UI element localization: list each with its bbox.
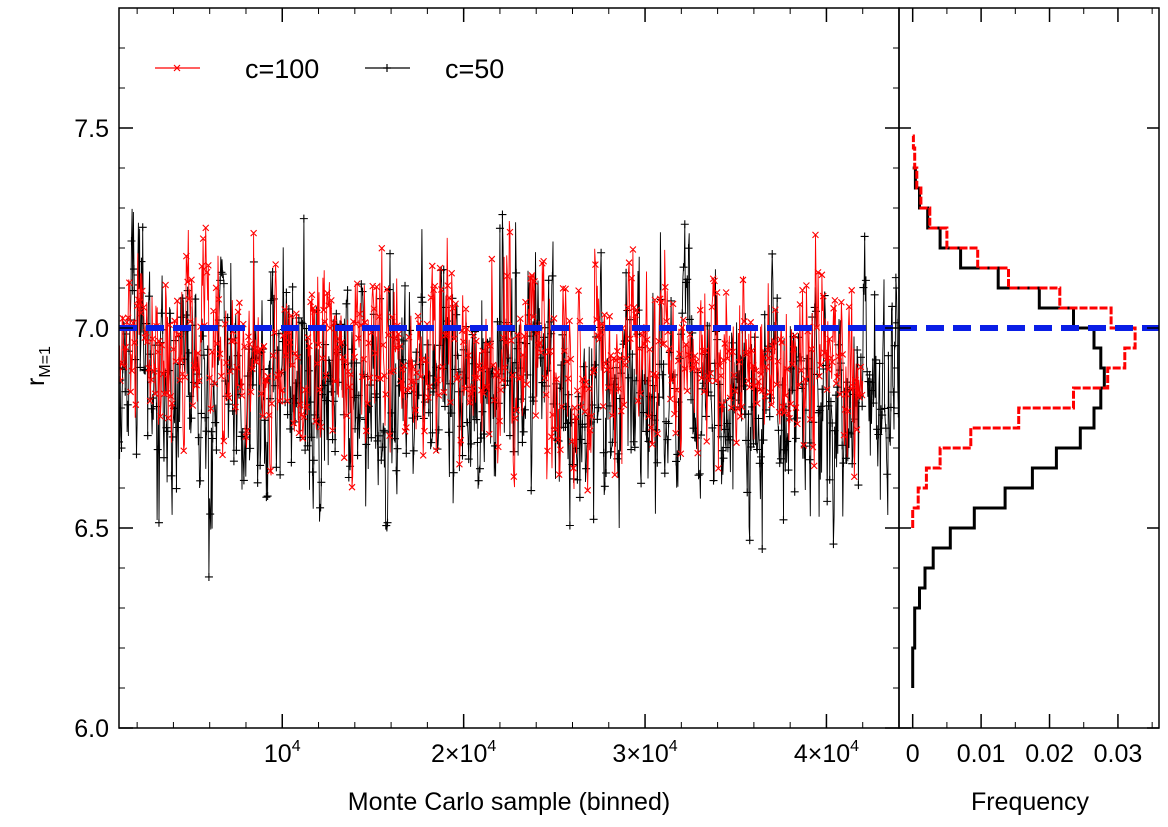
legend-label: c=100: [245, 54, 319, 84]
trace-line-c=100: [119, 220, 864, 491]
legend-label: c=50: [445, 54, 504, 84]
hist-x-axis-label: Frequency: [971, 788, 1090, 816]
x-tick-label: 2×104: [431, 738, 496, 768]
histogram-c=50: [911, 166, 1106, 688]
y-tick-label: 6.0: [74, 715, 109, 743]
y-tick-label: 7.0: [74, 315, 109, 343]
histogram-data: [911, 134, 1137, 688]
hist-x-tick-label: 0.02: [1025, 740, 1074, 768]
series-c=100: [119, 220, 866, 494]
legend-item-c=50: c=50: [365, 54, 504, 84]
legend: c=100 c=50: [155, 54, 504, 84]
trace-line-c=50: [119, 208, 899, 578]
legend-marker: [383, 64, 391, 72]
svg-text:rM=1: rM=1: [22, 346, 54, 386]
hist-x-tick-label: 0.01: [957, 740, 1006, 768]
legend-marker: [173, 64, 181, 72]
y-axis-label: rM=1: [22, 346, 54, 386]
trace-data: [119, 208, 899, 581]
x-tick-label: 4×104: [794, 738, 859, 768]
hist-x-tick-label: 0: [906, 740, 920, 768]
y-tick-label: 7.5: [74, 115, 109, 143]
x-tick-label: 104: [264, 738, 301, 768]
y-tick-label: 6.5: [74, 515, 109, 543]
axes: 6.0 6.5 7.0 7.5 104 2×104 3×104 4×104 0 0.01 0.02 0…: [74, 7, 1160, 768]
y-axis-label-main: r: [22, 378, 50, 386]
x-tick-label: 3×104: [612, 738, 677, 768]
hist-x-tick-label: 0.03: [1094, 740, 1143, 768]
x-axis-label: Monte Carlo sample (binned): [348, 788, 670, 816]
histogram-c=100: [911, 134, 1137, 528]
y-axis-label-subscript: M=1: [37, 346, 54, 378]
legend-item-c=100: c=100: [155, 54, 319, 84]
